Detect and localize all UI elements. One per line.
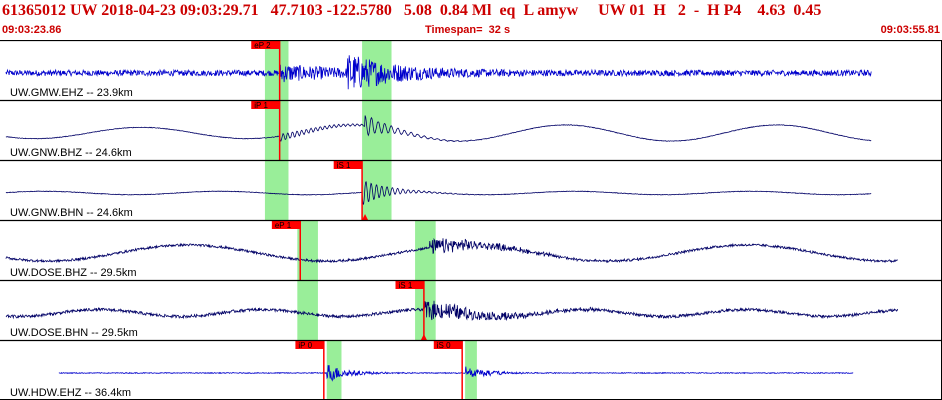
waveform-trace <box>5 300 899 322</box>
pick-flag[interactable] <box>251 40 280 49</box>
waveform-trace <box>58 365 854 382</box>
pick-window <box>465 340 477 400</box>
pick-window <box>264 100 289 160</box>
pick-label: iP 1 <box>254 101 268 110</box>
pick-label: eP 1 <box>275 221 292 230</box>
trace-panel[interactable]: eP 2 UW.GMW.EHZ -- 23.9km <box>0 40 942 100</box>
trace-panel[interactable]: eP 1 UW.DOSE.BHZ -- 29.5km <box>0 219 942 280</box>
pick-window <box>362 160 392 220</box>
pick-label: iS 1 <box>337 161 351 170</box>
pick-flag[interactable] <box>295 340 324 349</box>
window-header: 61365012 UW 2018-04-23 09:03:29.71 47.71… <box>0 0 942 40</box>
seismogram-panel[interactable]: eP 2 UW.GMW.EHZ -- 23.9km iP 1 UW.GNW.BHZ -… <box>0 40 942 400</box>
timespan-label: Timespan= 32 s <box>425 24 511 36</box>
pick-flag[interactable] <box>333 160 363 169</box>
trace-panel[interactable]: iS 1 UW.DOSE.BHN -- 29.5km <box>0 279 942 340</box>
trace-panel[interactable]: iP 1 UW.GNW.BHZ -- 24.6km <box>0 99 942 160</box>
pick-flag[interactable] <box>271 220 301 229</box>
trace-panel[interactable]: iS 1 UW.GNW.BHN -- 24.6km <box>0 159 942 220</box>
pick-window <box>297 280 318 340</box>
waveform-trace <box>5 115 872 142</box>
pick-window <box>297 220 318 280</box>
pick-window <box>264 160 289 220</box>
start-time-label: 09:03:23.86 <box>2 24 62 36</box>
arrival-marker <box>362 214 369 220</box>
pick-flag[interactable] <box>395 280 424 289</box>
station-label: UW.GMW.EHZ -- 23.9km <box>10 87 133 99</box>
arrival-marker <box>420 334 427 340</box>
waveform-trace <box>5 237 898 264</box>
waveform-trace <box>5 55 872 90</box>
pick-label: iS 1 <box>399 281 413 290</box>
station-label: UW.GNW.BHN -- 24.6km <box>10 207 133 219</box>
station-label: UW.DOSE.BHN -- 29.5km <box>10 327 138 339</box>
event-info-title: 61365012 UW 2018-04-23 09:03:29.71 47.71… <box>2 2 822 19</box>
end-time-label: 09:03:55.81 <box>880 24 940 36</box>
pick-flag[interactable] <box>433 340 463 349</box>
pick-label: iP 0 <box>298 341 312 350</box>
pick-label: iS 0 <box>437 341 451 350</box>
pick-flag[interactable] <box>251 100 280 109</box>
trace-panel[interactable]: iP 0 iS 0 UW.HDW.EHZ -- 36.4km <box>0 339 942 400</box>
pick-window <box>264 40 289 100</box>
pick-window <box>415 280 436 340</box>
pick-window <box>415 220 436 280</box>
station-label: UW.GNW.BHZ -- 24.6km <box>10 147 132 159</box>
waveform-trace <box>5 181 872 205</box>
pick-label: eP 2 <box>254 41 271 50</box>
pick-window <box>326 340 342 400</box>
station-label: UW.HDW.EHZ -- 36.4km <box>10 387 131 399</box>
station-label: UW.DOSE.BHZ -- 29.5km <box>10 267 137 279</box>
